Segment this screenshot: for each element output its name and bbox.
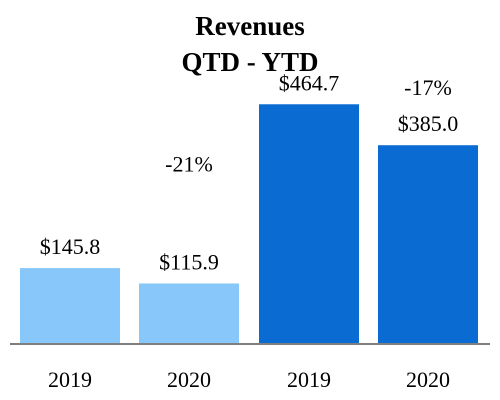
labels-layer: $145.8 2019 $115.9 2020 $464.7 2019 $385.0 2020… xyxy=(40,70,459,392)
bar-1 xyxy=(139,283,239,343)
x-tick-label-0: 2019 xyxy=(48,367,92,392)
change-label-1: -17% xyxy=(404,75,452,100)
value-label-0: $145.8 xyxy=(40,234,101,259)
value-label-1: $115.9 xyxy=(159,249,219,274)
change-label-0: -21% xyxy=(165,151,213,176)
x-tick-label-3: 2020 xyxy=(406,367,450,392)
value-label-3: $385.0 xyxy=(398,111,459,136)
bar-3 xyxy=(378,145,478,343)
x-tick-label-1: 2020 xyxy=(167,367,211,392)
chart-title: Revenues xyxy=(195,11,305,41)
chart-subtitle: QTD - YTD xyxy=(181,47,318,77)
x-tick-label-2: 2019 xyxy=(287,367,331,392)
bars-layer xyxy=(20,104,478,344)
value-label-2: $464.7 xyxy=(279,70,340,95)
bar-2 xyxy=(259,104,359,344)
bar-0 xyxy=(20,268,120,343)
